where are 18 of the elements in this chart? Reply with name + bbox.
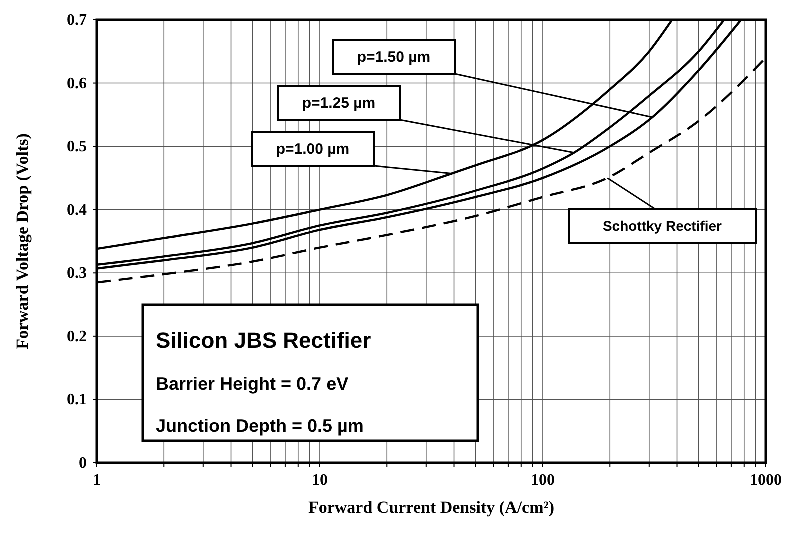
y-tick-label: 0.7: [67, 12, 87, 29]
annotation: Barrier Height = 0.7 eV: [156, 374, 349, 394]
y-tick-label: 0.5: [67, 138, 87, 156]
x-axis-title: Forward Current Density (A/cm²): [308, 498, 555, 517]
y-tick-label: 0.2: [67, 328, 87, 346]
x-tick-label: 100: [531, 472, 555, 489]
y-tick-label: 0.4: [67, 202, 87, 219]
y-tick-label: 0: [79, 455, 87, 472]
text-box: Silicon JBS Rectifier Barrier Height = 0.7 eV Junction Depth = 0.5 µm: [142, 304, 480, 442]
x-tick-label: 1: [93, 472, 101, 489]
y-tick-label: 0.1: [67, 392, 87, 409]
y-tick-label: 0.3: [67, 265, 87, 282]
x-tick-label: 10: [312, 472, 328, 489]
annotation: Silicon JBS Rectifier: [156, 328, 372, 353]
x-tick-label: 1000: [750, 472, 782, 489]
y-axis-title: Forward Voltage Drop (Volts): [13, 134, 32, 350]
annotation: Junction Depth = 0.5 µm: [156, 416, 364, 436]
y-tick-label: 0.6: [67, 75, 87, 92]
